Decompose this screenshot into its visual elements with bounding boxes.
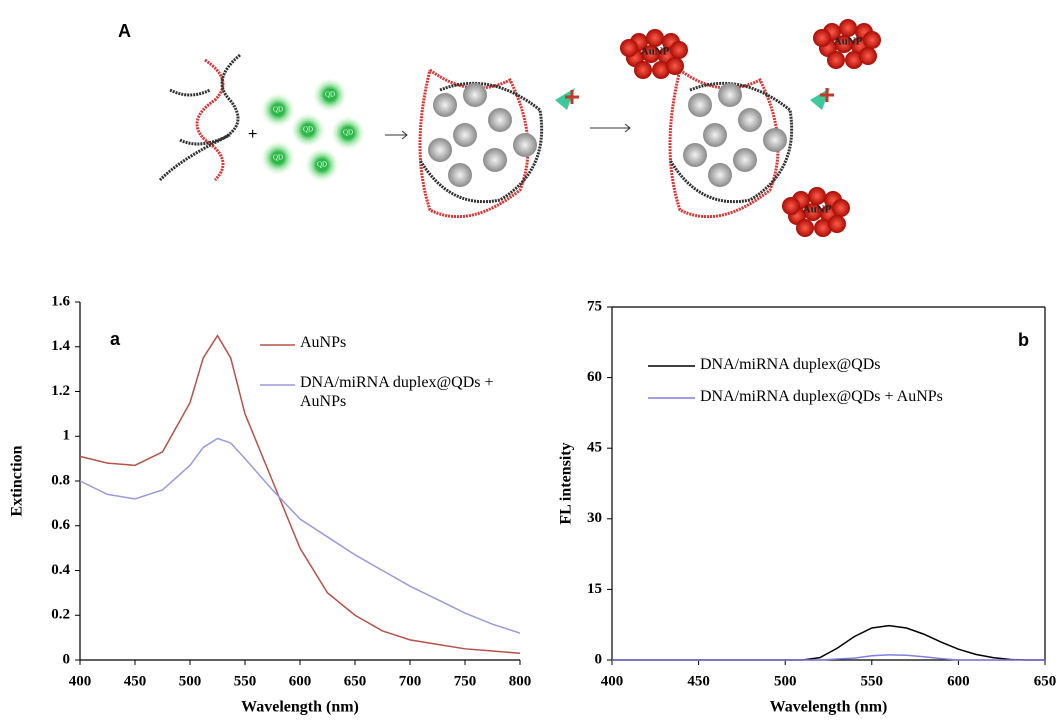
y-tick-label: 0 <box>595 651 603 667</box>
x-tick-label: 650 <box>344 673 367 689</box>
x-tick-label: 700 <box>399 673 422 689</box>
aunp-label: AuNP <box>641 46 670 58</box>
x-tick-label: 450 <box>687 673 710 689</box>
quantum-dot <box>313 78 347 112</box>
x-tick-label: 500 <box>774 673 797 689</box>
y-tick-label: 45 <box>587 440 602 456</box>
plus-sign: + <box>248 126 257 143</box>
gold-nanoparticle <box>828 215 846 233</box>
y-tick-label: 15 <box>587 581 602 597</box>
y-tick-label: 60 <box>587 369 602 385</box>
legend-label: AuNPs <box>300 334 347 351</box>
arrows <box>385 123 631 140</box>
dna-network <box>418 68 794 219</box>
dna-duplex <box>158 53 241 182</box>
y-axis-title: FL intensity <box>558 442 575 524</box>
y-tick-label: 30 <box>587 510 602 526</box>
y-tick-label: 0.4 <box>51 562 70 578</box>
gold-nanoparticle <box>666 57 684 75</box>
quantum-dot <box>305 148 339 182</box>
line-series <box>79 437 521 634</box>
y-tick-label: 1.6 <box>51 293 70 309</box>
legend-label: DNA/miRNA duplex@QDs + AuNPs <box>300 374 494 410</box>
gold-nanoparticle <box>814 219 832 237</box>
target-strands <box>555 88 834 110</box>
gold-nanoparticle <box>670 41 688 59</box>
quenched-dots <box>428 83 787 187</box>
gold-nanoparticle <box>835 35 853 53</box>
x-tick-label: 600 <box>289 673 312 689</box>
panel-label: b <box>1018 330 1029 350</box>
x-tick-label: 750 <box>454 673 477 689</box>
gold-nanoparticle <box>652 61 670 79</box>
quantum-dot <box>261 141 295 175</box>
legend-label: DNA/miRNA duplex@QDs <box>700 356 881 373</box>
gold-nanoparticle <box>859 47 877 65</box>
y-tick-label: 0.2 <box>51 607 70 623</box>
legend-label: DNA/miRNA duplex@QDs + AuNPs <box>700 388 943 405</box>
panel-label: a <box>110 329 121 349</box>
x-axis-title: Wavelength (nm) <box>770 699 888 716</box>
quantum-dot <box>291 113 325 147</box>
aunp-label: AuNP <box>803 204 832 216</box>
y-tick-label: 0.6 <box>51 517 70 533</box>
aunp-label: AuNP <box>834 36 863 48</box>
y-tick-label: 1.4 <box>51 338 70 354</box>
y-tick-label: 1 <box>63 428 71 444</box>
line-series <box>612 624 1045 661</box>
x-tick-label: 650 <box>1034 673 1057 689</box>
gold-nanoparticle <box>827 51 845 69</box>
qd-label: QD <box>317 161 327 169</box>
gold-nanoparticle <box>839 19 857 37</box>
gold-nanoparticle <box>634 61 652 79</box>
quantum-dot <box>331 116 365 150</box>
quantum-dot <box>261 93 295 127</box>
x-tick-label: 500 <box>179 673 202 689</box>
y-tick-label: 0.8 <box>51 472 70 488</box>
x-tick-label: 800 <box>509 673 532 689</box>
gold-nanoparticle <box>620 39 638 57</box>
gold-nanoparticle <box>804 203 822 221</box>
qd-label: QD <box>343 129 353 137</box>
gold-nanoparticle <box>832 199 850 217</box>
panel-label: A <box>118 21 131 41</box>
x-tick-label: 550 <box>234 673 257 689</box>
gold-nanoparticle <box>782 197 800 215</box>
x-tick-label: 550 <box>861 673 884 689</box>
line-series <box>612 654 1045 661</box>
x-tick-label: 400 <box>601 673 624 689</box>
gold-nanoparticle <box>796 219 814 237</box>
gold-nanoparticle <box>845 51 863 69</box>
line-series <box>79 334 521 655</box>
y-tick-label: 1.2 <box>51 383 70 399</box>
gold-nanoparticle <box>808 187 826 205</box>
qd-label: QD <box>273 106 283 114</box>
qd-label: QD <box>303 126 313 134</box>
qd-label: QD <box>325 91 335 99</box>
y-tick-label: 75 <box>587 298 602 314</box>
gold-nanoparticle <box>646 29 664 47</box>
gold-nanoparticle <box>863 31 881 49</box>
gold-nanoparticle <box>813 29 831 47</box>
gold-nanoparticle <box>642 45 660 63</box>
x-axis-title: Wavelength (nm) <box>241 699 359 716</box>
x-tick-label: 600 <box>947 673 970 689</box>
y-axis-title: Extinction <box>9 445 26 516</box>
qd-label: QD <box>273 154 283 162</box>
y-tick-label: 0 <box>63 651 71 667</box>
x-tick-label: 450 <box>124 673 147 689</box>
x-tick-label: 400 <box>69 673 92 689</box>
